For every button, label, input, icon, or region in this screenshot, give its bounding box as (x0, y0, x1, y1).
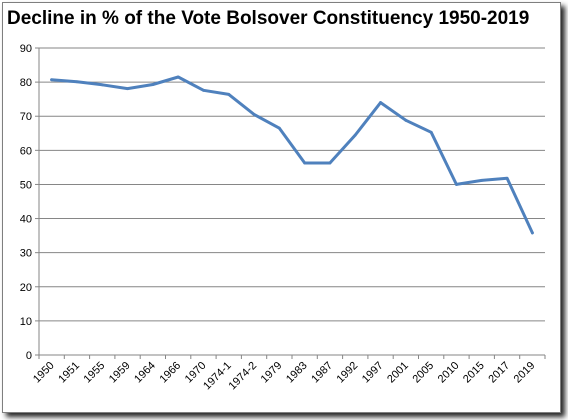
x-tick-label: 2001 (385, 360, 411, 386)
x-tick-label: 1992 (335, 360, 361, 386)
x-axis-ticks: 1950 1951 1955 1959 1964 1966 19701974-11974-2… (31, 355, 546, 393)
axes (38, 48, 545, 356)
data-point (50, 78, 54, 82)
data-point (505, 176, 509, 180)
y-axis-ticks: 0 10 20 30 40 50 60 70 80 90 (20, 43, 39, 362)
data-point (455, 183, 458, 186)
x-tick-label: 1966 (157, 360, 183, 386)
data-point (530, 231, 534, 235)
x-tick-label: 1955 (82, 360, 108, 386)
x-tick-label: 1951 (56, 360, 82, 386)
series-layer (50, 75, 534, 235)
data-point (202, 88, 205, 92)
data-point (379, 101, 382, 104)
data-point (429, 130, 433, 134)
x-tick-label: 1974-2 (226, 360, 259, 393)
x-tick-label: 2017 (486, 360, 512, 386)
data-point (75, 80, 79, 84)
y-tick-label: 30 (20, 248, 32, 260)
x-tick-label: 1979 (259, 360, 285, 386)
data-point (480, 178, 484, 182)
data-point (126, 87, 129, 90)
x-tick-label: 2005 (410, 360, 436, 386)
data-point (328, 161, 332, 165)
x-tick-label: 2015 (461, 360, 487, 386)
series-line (50, 75, 534, 235)
y-tick-label: 70 (20, 111, 32, 123)
data-point (176, 75, 180, 79)
y-tick-label: 0 (26, 350, 32, 362)
chart-title: Decline in % of the Vote Bolsover Consti… (7, 8, 530, 29)
x-tick-label: 1950 (31, 360, 57, 386)
y-tick-label: 40 (20, 214, 32, 226)
y-tick-label: 10 (20, 316, 32, 328)
x-tick-label: 1997 (360, 360, 386, 386)
data-point (303, 161, 307, 165)
data-point (277, 126, 281, 130)
y-tick-label: 90 (20, 43, 32, 55)
x-tick-label: 1983 (284, 360, 310, 386)
data-point (227, 92, 231, 96)
x-tick-label: 1959 (107, 360, 133, 386)
data-point (151, 83, 155, 86)
y-tick-label: 50 (20, 179, 32, 191)
y-tick-label: 60 (20, 145, 32, 157)
chart-frame (2, 2, 561, 413)
x-tick-label: 1987 (309, 360, 335, 386)
y-tick-label: 80 (20, 77, 32, 89)
data-point (353, 133, 357, 137)
x-tick-label: 1964 (132, 360, 158, 386)
y-tick-label: 20 (20, 282, 32, 294)
x-tick-label: 2010 (436, 360, 462, 386)
data-point (100, 83, 104, 87)
gridlines (39, 47, 545, 356)
data-point (252, 113, 256, 116)
data-point (404, 118, 408, 122)
x-tick-label: 2019 (512, 360, 538, 386)
